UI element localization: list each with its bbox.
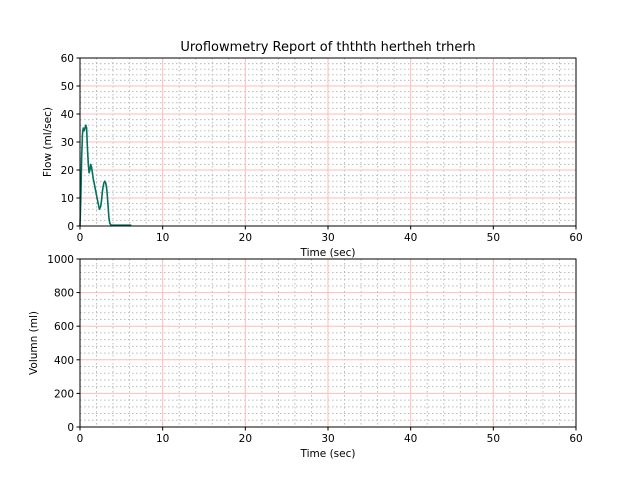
flow-chart: Uroflowmetry Report of ththth hertheh tr… [42, 40, 583, 259]
volume-y-tick-label: 800 [54, 288, 74, 300]
flow-x-tick-label: 20 [239, 232, 252, 244]
volume-x-tick-label: 50 [487, 433, 500, 445]
flow-x-tick-label: 40 [404, 232, 417, 244]
flow-x-tick-label: 10 [156, 232, 169, 244]
flow-series [79, 124, 132, 227]
volume-y-tick-label: 200 [54, 388, 74, 400]
flow-axes: 0 10 20 30 40 50 60 0 10 20 30 40 50 60 [61, 53, 583, 244]
flow-x-tick-label: 30 [321, 232, 334, 244]
flow-y-tick-label: 0 [67, 221, 74, 233]
volume-x-tick-label: 40 [404, 433, 417, 445]
flow-x-tick-label: 60 [569, 232, 582, 244]
flow-y-tick-label: 40 [61, 109, 74, 121]
flow-y-tick-label: 10 [61, 193, 74, 205]
volume-x-tick-label: 60 [569, 433, 582, 445]
volume-y-tick-label: 1000 [47, 254, 74, 266]
volume-x-tick-label: 0 [77, 433, 84, 445]
volume-y-tick-label: 0 [67, 422, 74, 434]
flow-x-axis-label: Time (sec) [300, 247, 356, 259]
chart-title: Uroflowmetry Report of ththth hertheh tr… [180, 40, 475, 55]
flow-series-line [79, 124, 132, 227]
volume-y-axis-label: Volumn (ml) [28, 311, 40, 375]
flow-y-tick-label: 50 [61, 81, 74, 93]
flow-y-axis-label: Flow (ml/sec) [42, 107, 54, 177]
volume-x-tick-label: 30 [321, 433, 334, 445]
flow-y-tick-label: 60 [61, 53, 74, 65]
volume-y-tick-label: 600 [54, 321, 74, 333]
flow-grid [79, 57, 577, 227]
volume-x-tick-label: 10 [156, 433, 169, 445]
flow-x-tick-label: 0 [77, 232, 84, 244]
flow-y-tick-label: 20 [61, 165, 74, 177]
volume-x-axis-label: Time (sec) [300, 448, 356, 460]
flow-x-tick-label: 50 [487, 232, 500, 244]
volume-x-tick-label: 20 [239, 433, 252, 445]
volume-y-tick-label: 400 [54, 355, 74, 367]
flow-y-tick-label: 30 [61, 137, 74, 149]
